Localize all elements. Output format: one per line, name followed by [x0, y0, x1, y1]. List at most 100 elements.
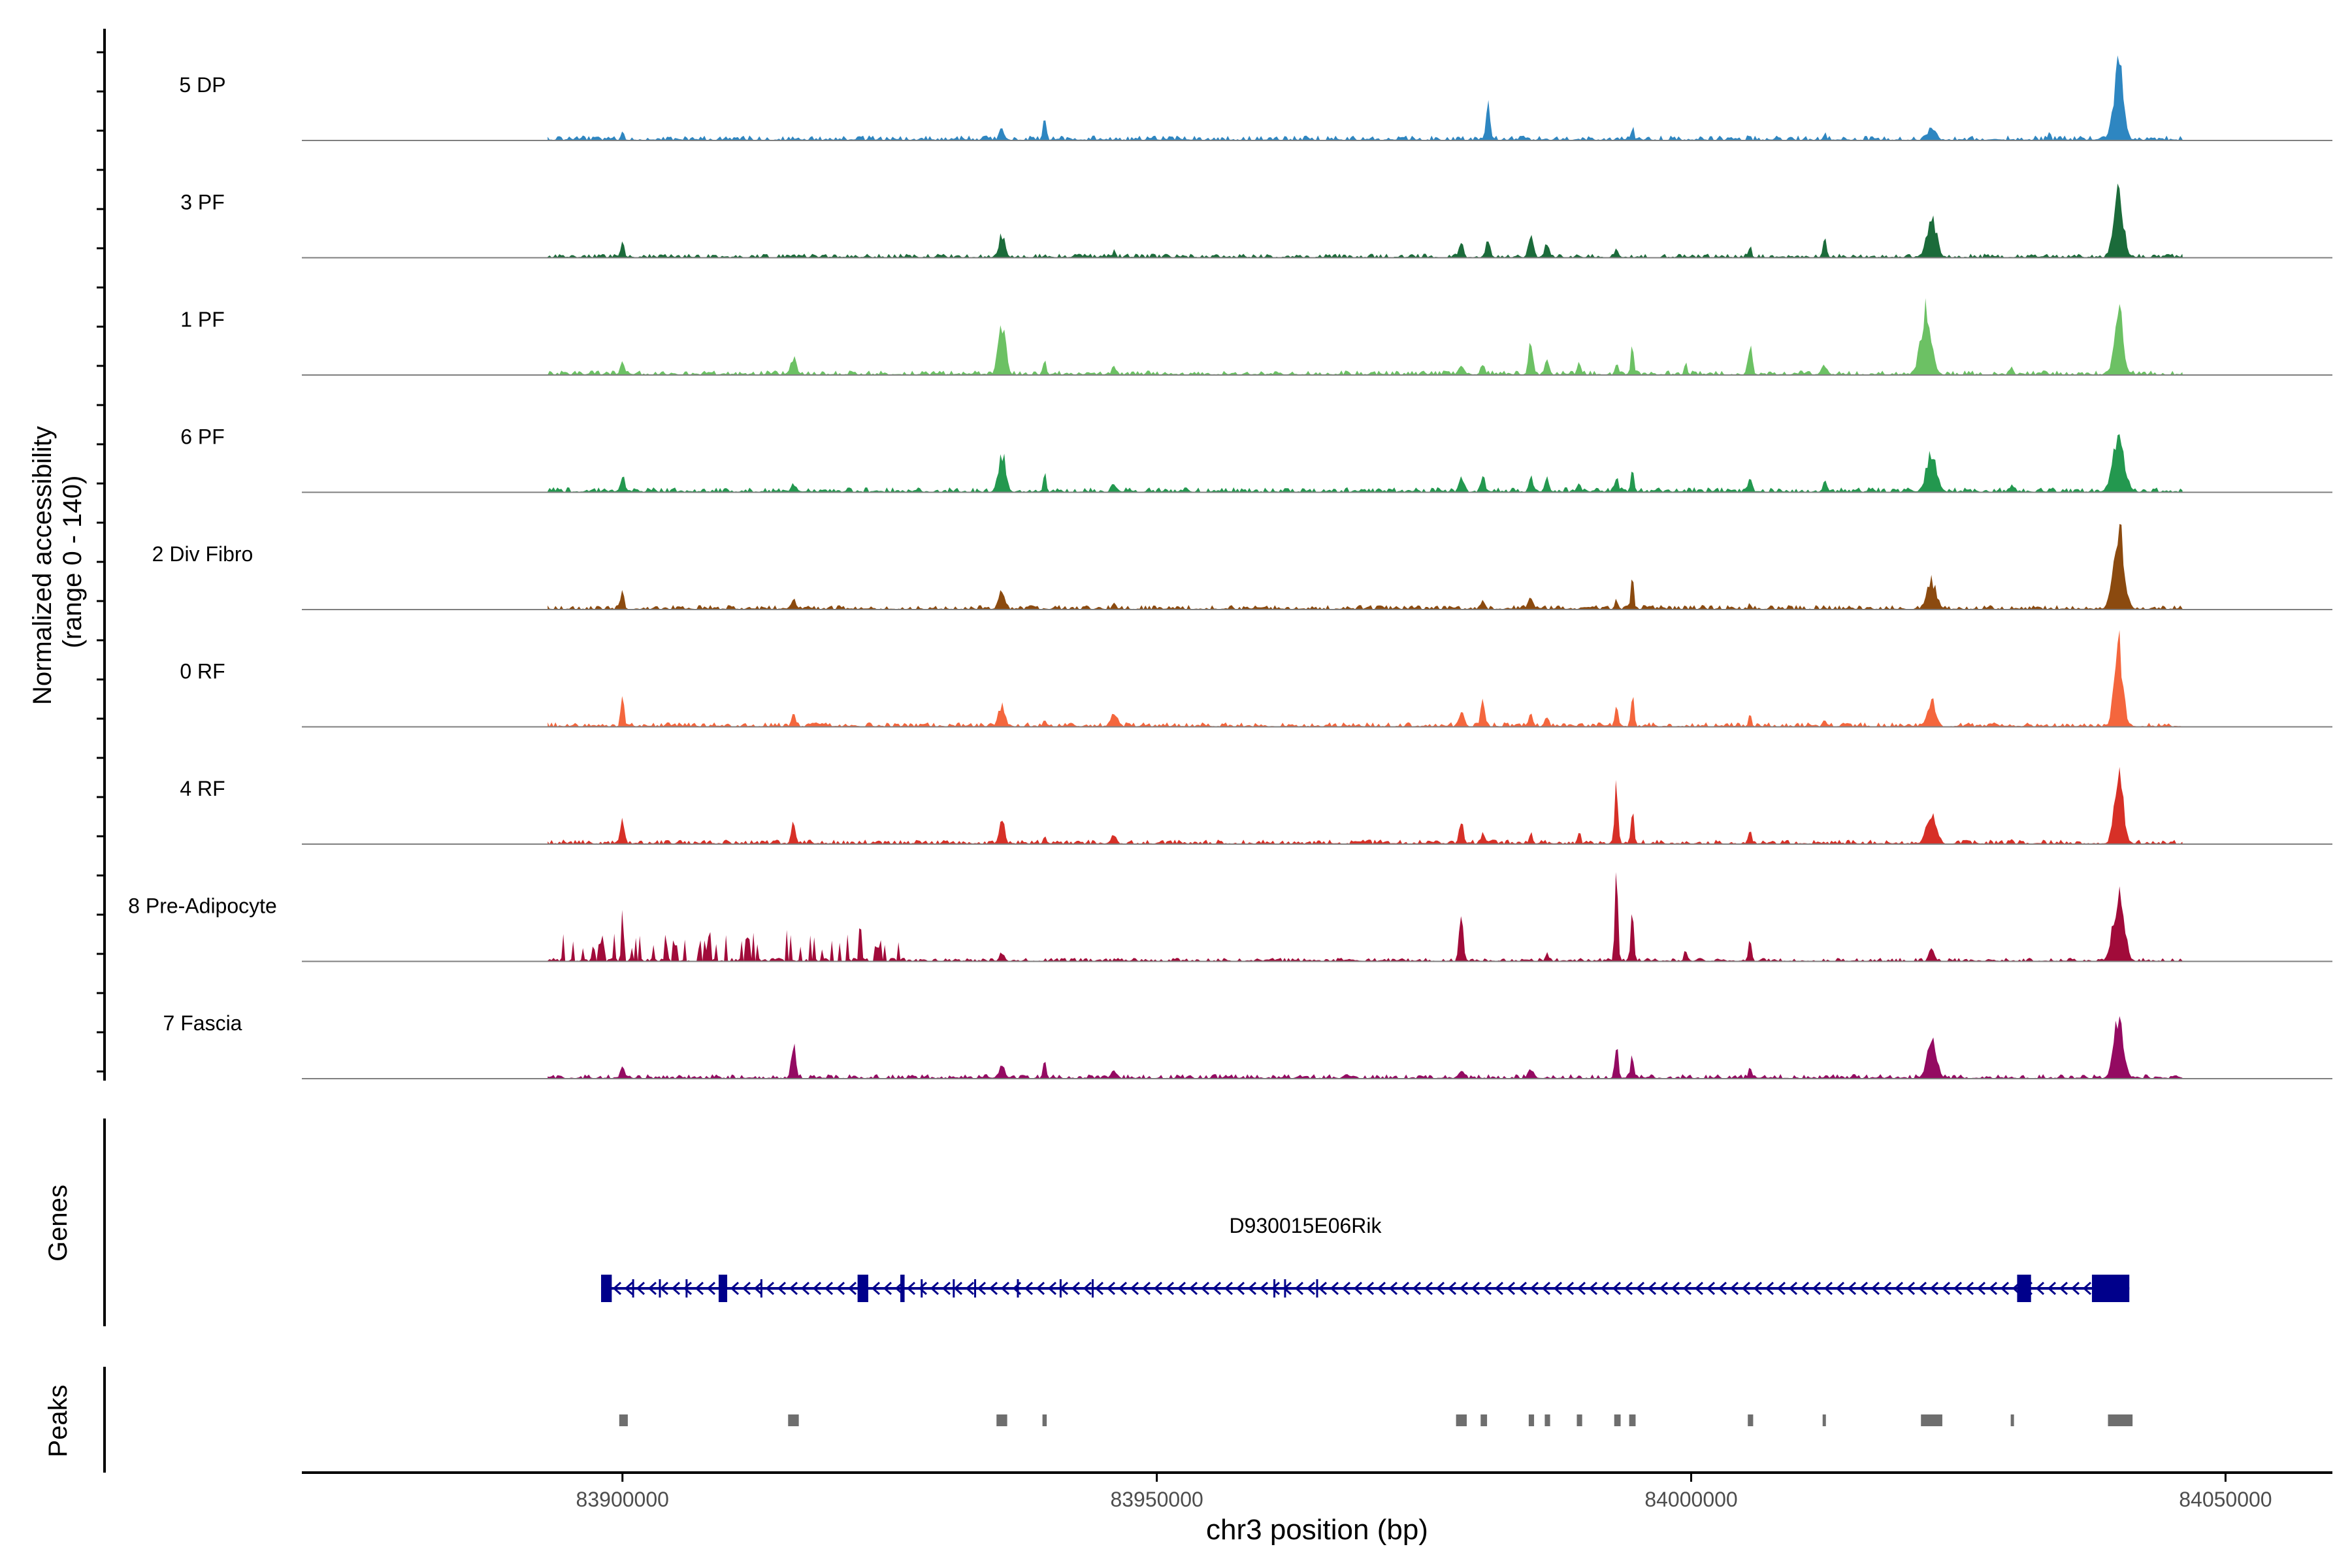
peak-region [1480, 1414, 1488, 1426]
strand-arrow [906, 1281, 916, 1296]
track-label: 3 PF [180, 191, 225, 214]
strand-arrow [1812, 1281, 1821, 1296]
peak-regions [619, 1414, 2133, 1426]
coverage-area [547, 434, 2183, 493]
strand-arrow [1071, 1281, 1081, 1296]
strand-arrow [647, 1281, 657, 1296]
strand-arrow [836, 1281, 845, 1296]
strand-arrow [742, 1281, 751, 1296]
strand-arrow [1553, 1281, 1563, 1296]
strand-arrow [1400, 1281, 1410, 1296]
strand-arrow [965, 1281, 975, 1296]
strand-arrow [1729, 1281, 1739, 1296]
track-label: 8 Pre-Adipocyte [128, 894, 277, 918]
strand-arrow [1647, 1281, 1657, 1296]
strand-arrow [1294, 1281, 1304, 1296]
strand-arrow [1988, 1281, 1998, 1296]
strand-arrow [1635, 1281, 1645, 1296]
gene-exon [900, 1275, 905, 1302]
x-axis: 83900000 83950000 84000000 84050000 chr3 po… [302, 1471, 2332, 1546]
track-4-rf: 4 RF [180, 766, 2332, 845]
strand-arrow [1600, 1281, 1610, 1296]
strand-arrow [977, 1281, 987, 1296]
strand-arrow [1929, 1281, 1939, 1296]
coverage-area [547, 872, 2183, 962]
strand-arrow [1471, 1281, 1480, 1296]
track-label: 7 Fascia [163, 1011, 242, 1035]
gene-name-label: D930015E06Rik [1229, 1214, 1382, 1237]
gene-model [601, 1275, 2130, 1302]
strand-arrow [1859, 1281, 1869, 1296]
track-3-pf: 3 PF [180, 183, 2332, 259]
peak-region [1042, 1414, 1047, 1426]
track-label: 5 DP [179, 73, 225, 97]
coverage-area [547, 524, 2183, 610]
peak-region [788, 1414, 799, 1426]
strand-arrow [930, 1281, 939, 1296]
strand-arrow [1235, 1281, 1245, 1296]
strand-arrow [2047, 1281, 2057, 1296]
strand-arrow [1753, 1281, 1763, 1296]
strand-arrow [612, 1281, 622, 1296]
strand-arrow [1365, 1281, 1375, 1296]
strand-arrow [1671, 1281, 1680, 1296]
strand-arrow [1200, 1281, 1210, 1296]
peak-region [1544, 1414, 1550, 1426]
track-0-rf: 0 RF [180, 630, 2332, 728]
peaks-track: Peaks [44, 1367, 2133, 1473]
strand-arrow [1130, 1281, 1139, 1296]
track-label: 1 PF [180, 308, 225, 331]
strand-arrow [1118, 1281, 1128, 1296]
peak-region [1456, 1414, 1467, 1426]
strand-arrow [1741, 1281, 1751, 1296]
strand-arrow [2070, 1281, 2080, 1296]
strand-arrow [1694, 1281, 1704, 1296]
strand-arrow [1494, 1281, 1504, 1296]
strand-arrow [1894, 1281, 1904, 1296]
strand-arrow [1682, 1281, 1692, 1296]
strand-arrow [1565, 1281, 1575, 1296]
strand-arrow [1506, 1281, 1516, 1296]
coverage-area [547, 630, 2183, 727]
strand-arrow [824, 1281, 834, 1296]
strand-arrow [1259, 1281, 1269, 1296]
coverage-area [547, 1016, 2183, 1079]
peak-region [1614, 1414, 1621, 1426]
strand-arrow [1776, 1281, 1786, 1296]
strand-arrow [1247, 1281, 1257, 1296]
strand-arrow [753, 1281, 763, 1296]
y-axis-label: Normalized accessibility (range 0 - 140) [28, 419, 87, 705]
strand-arrow [1624, 1281, 1633, 1296]
strand-arrow [2035, 1281, 2045, 1296]
strand-arrow [883, 1281, 892, 1296]
gene-exon [2017, 1275, 2031, 1302]
strand-arrow [1165, 1281, 1175, 1296]
strand-arrow [1447, 1281, 1457, 1296]
track-label: 0 RF [180, 660, 225, 683]
strand-arrow [1212, 1281, 1222, 1296]
strand-arrow [1000, 1281, 1010, 1296]
track-7-fascia: 7 Fascia [163, 1011, 2332, 1079]
strand-arrow [671, 1281, 681, 1296]
x-tick-label: 84000000 [1644, 1488, 1737, 1511]
strand-arrow [765, 1281, 775, 1296]
strand-arrow [1224, 1281, 1233, 1296]
gene-exon [718, 1275, 728, 1302]
gene-exon [2091, 1275, 2130, 1302]
strand-arrow [1459, 1281, 1469, 1296]
strand-arrow [1612, 1281, 1622, 1296]
strand-arrow [694, 1281, 704, 1296]
strand-arrow [2082, 1281, 2092, 1296]
strand-arrow [1788, 1281, 1798, 1296]
strand-arrow [730, 1281, 740, 1296]
strand-arrow [1835, 1281, 1845, 1296]
strand-arrow [706, 1281, 716, 1296]
strand-arrow [2059, 1281, 2068, 1296]
strand-arrow [1906, 1281, 1916, 1296]
coverage-area [547, 298, 2183, 375]
peak-region [2108, 1414, 2133, 1426]
strand-arrow [871, 1281, 881, 1296]
track-8-pre-adipocyte: 8 Pre-Adipocyte [128, 872, 2332, 962]
gene-exon [857, 1275, 868, 1302]
strand-arrow [636, 1281, 645, 1296]
